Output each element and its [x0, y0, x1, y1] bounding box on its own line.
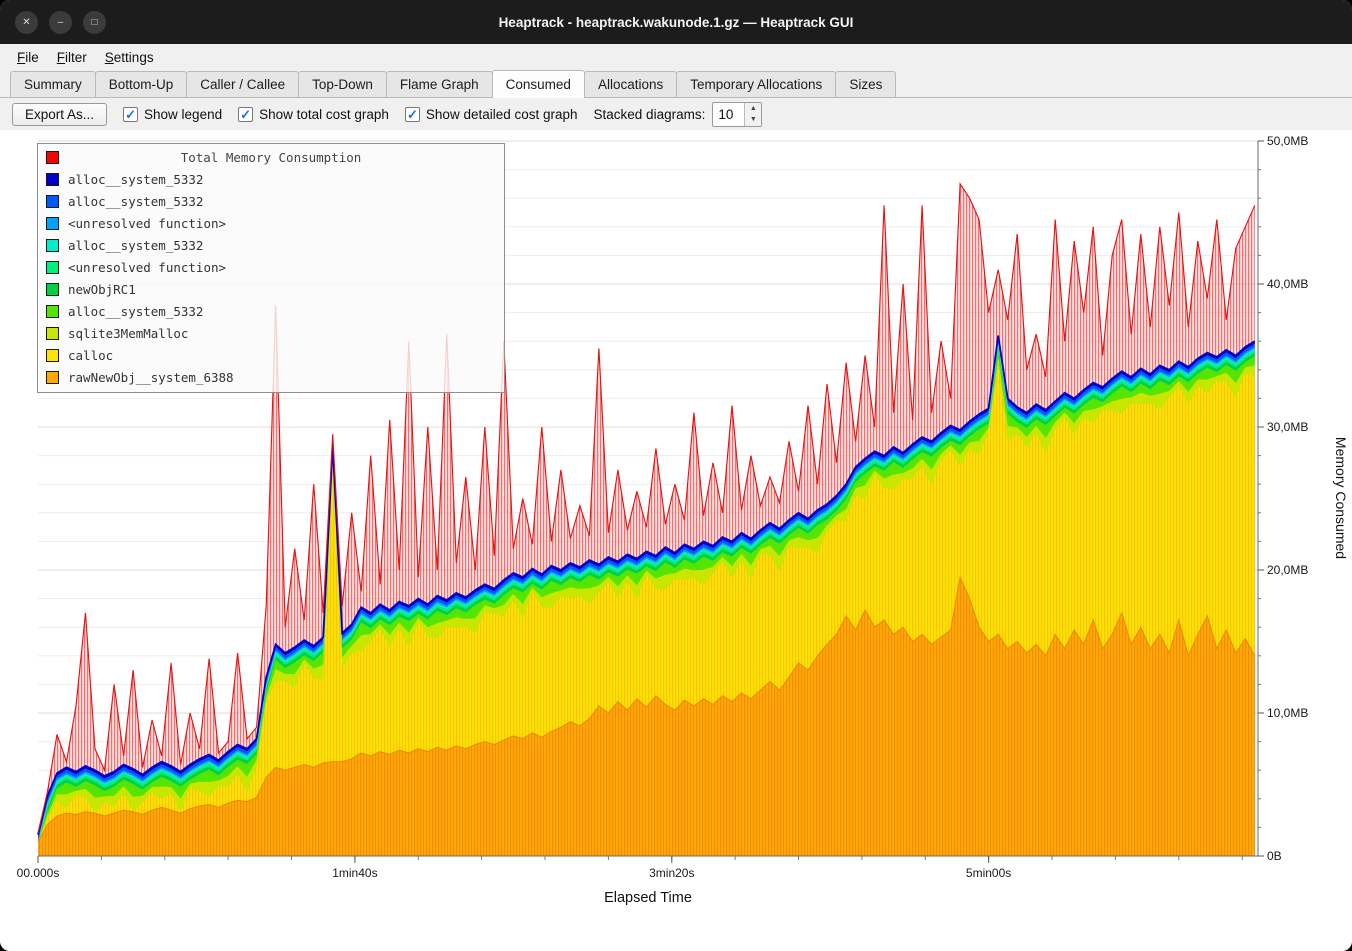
menu-file[interactable]: File: [17, 49, 39, 65]
stacked-diagrams-label: Stacked diagrams:: [593, 106, 706, 122]
legend-color-swatch: [46, 348, 59, 362]
svg-text:40,0MB: 40,0MB: [1267, 277, 1308, 291]
legend-item: alloc__system_5332: [38, 234, 504, 256]
legend-item: calloc: [38, 344, 504, 366]
legend-color-swatch: [46, 326, 59, 340]
legend-color-swatch: [46, 172, 59, 186]
legend-color-swatch: [46, 194, 59, 208]
stacked-diagrams-spinbox[interactable]: 10 ▲ ▼: [712, 101, 763, 127]
legend-label: calloc: [68, 347, 114, 363]
svg-text:50,0MB: 50,0MB: [1267, 134, 1308, 148]
legend-item: <unresolved function>: [38, 256, 504, 278]
tab-summary[interactable]: Summary: [10, 71, 96, 97]
close-button[interactable]: ✕: [15, 10, 38, 34]
legend-label: <unresolved function>: [68, 215, 227, 231]
legend-color-swatch: [46, 370, 59, 384]
legend-color-swatch: [46, 260, 59, 274]
tab-temporary-allocations[interactable]: Temporary Allocations: [676, 71, 837, 97]
y-axis-title: Memory Consumed: [1333, 436, 1349, 560]
legend-title-row: Total Memory Consumption: [38, 146, 504, 168]
legend-label: Total Memory Consumption: [180, 149, 362, 165]
tab-flame-graph[interactable]: Flame Graph: [385, 71, 493, 97]
svg-text:30,0MB: 30,0MB: [1267, 420, 1308, 434]
legend-color-swatch: [46, 304, 59, 318]
tab-top-down[interactable]: Top-Down: [298, 71, 387, 97]
chart-legend: Total Memory Consumption alloc__system_53…: [37, 143, 505, 393]
chart-region: 00.000s 1min40s 3min20s 5min00s 0B 10,0MB 20,0…: [0, 130, 1352, 951]
legend-item: alloc__system_5332: [38, 190, 504, 212]
checkbox-show-total-cost-graph[interactable]: ✓ Show total cost graph: [238, 106, 389, 122]
svg-text:20,0MB: 20,0MB: [1267, 563, 1308, 577]
legend-label: alloc__system_5332: [68, 237, 204, 253]
minimize-button[interactable]: –: [49, 10, 72, 34]
legend-color-swatch: [46, 216, 59, 230]
spin-up-button[interactable]: ▲: [745, 102, 762, 114]
menu-settings[interactable]: Settings: [104, 49, 154, 65]
legend-item: <unresolved function>: [38, 212, 504, 234]
stacked-diagrams-group: Stacked diagrams: 10 ▲ ▼: [593, 101, 763, 127]
legend-label: alloc__system_5332: [68, 171, 204, 187]
window-controls: ✕ – □: [15, 0, 106, 44]
checkbox-box-icon: ✓: [404, 106, 420, 122]
spin-arrows: ▲ ▼: [744, 102, 762, 126]
toolbar-checkboxes: ✓ Show legend ✓ Show total cost graph ✓ Show …: [123, 106, 578, 122]
maximize-button[interactable]: □: [83, 10, 106, 34]
legend-label: newObjRC1: [68, 281, 136, 297]
checkbox-label: Show total cost graph: [259, 106, 389, 122]
legend-item: alloc__system_5332: [38, 168, 504, 190]
legend-label: alloc__system_5332: [68, 193, 204, 209]
svg-text:10,0MB: 10,0MB: [1267, 706, 1308, 720]
titlebar: ✕ – □ Heaptrack - heaptrack.wakunode.1.g…: [0, 0, 1352, 44]
tab-bottom-up[interactable]: Bottom-Up: [94, 71, 188, 97]
legend-item: alloc__system_5332: [38, 300, 504, 322]
checkbox-show-legend[interactable]: ✓ Show legend: [123, 106, 223, 122]
tab-consumed[interactable]: Consumed: [491, 70, 585, 98]
window-title: Heaptrack - heaptrack.wakunode.1.gz — He…: [498, 14, 854, 30]
legend-item: rawNewObj__system_6388: [38, 366, 504, 388]
x-axis-title: Elapsed Time: [604, 890, 692, 906]
spin-value: 10: [718, 106, 734, 122]
toolbar: Export As... ✓ Show legend ✓ Show total cos…: [0, 98, 1352, 130]
legend-item: newObjRC1: [38, 278, 504, 300]
legend-color-swatch: [46, 150, 59, 164]
legend-color-swatch: [46, 238, 59, 252]
svg-text:00.000s: 00.000s: [17, 866, 60, 880]
spin-down-button[interactable]: ▼: [745, 114, 762, 126]
checkbox-box-icon: ✓: [238, 106, 254, 122]
legend-label: alloc__system_5332: [68, 303, 204, 319]
legend-color-swatch: [46, 282, 59, 296]
legend-label: rawNewObj__system_6388: [68, 369, 234, 385]
checkbox-label: Show detailed cost graph: [425, 106, 578, 122]
checkbox-label: Show legend: [144, 106, 223, 122]
svg-text:0B: 0B: [1267, 849, 1282, 863]
tab-caller-callee[interactable]: Caller / Callee: [186, 71, 300, 97]
tab-sizes[interactable]: Sizes: [835, 71, 897, 97]
tab-bar: Summary Bottom-Up Caller / Callee Top-Down F…: [0, 70, 1352, 98]
memory-chart[interactable]: 00.000s 1min40s 3min20s 5min00s 0B 10,0MB 20,0…: [0, 130, 1352, 951]
legend-label: sqlite3MemMalloc: [68, 325, 189, 341]
checkbox-show-detailed-cost-graph[interactable]: ✓ Show detailed cost graph: [404, 106, 578, 122]
legend-label: <unresolved function>: [68, 259, 227, 275]
tab-allocations[interactable]: Allocations: [583, 71, 678, 97]
menu-filter[interactable]: Filter: [56, 49, 87, 65]
svg-text:5min00s: 5min00s: [966, 866, 1011, 880]
menu-bar: File Filter Settings: [0, 44, 1352, 70]
checkbox-box-icon: ✓: [123, 106, 139, 122]
svg-text:3min20s: 3min20s: [649, 866, 694, 880]
export-as-button[interactable]: Export As...: [12, 102, 108, 126]
legend-item: sqlite3MemMalloc: [38, 322, 504, 344]
svg-text:1min40s: 1min40s: [332, 866, 377, 880]
